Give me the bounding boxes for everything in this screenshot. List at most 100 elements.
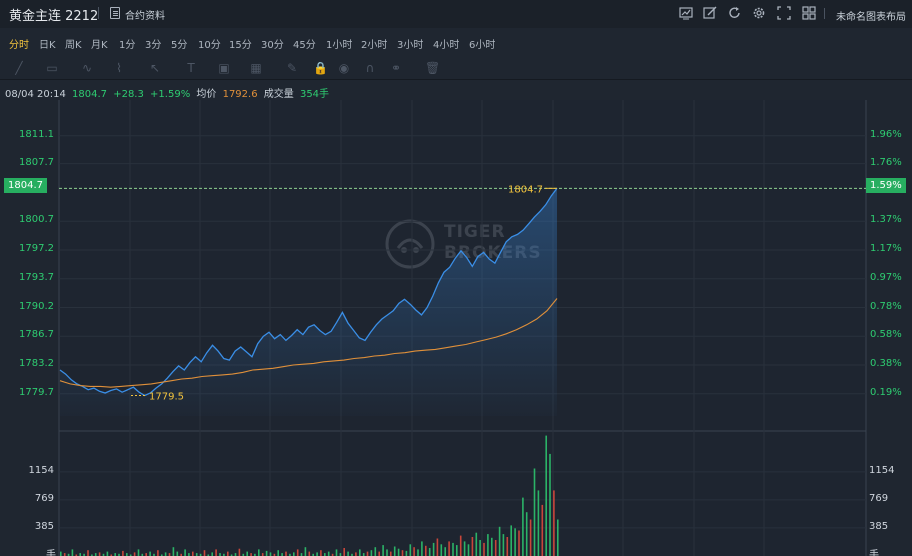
volume-bar: [281, 553, 283, 556]
volume-bar: [60, 551, 62, 556]
instrument-title: 黄金主连 2212: [9, 9, 99, 24]
volume-bar: [366, 551, 369, 556]
volume-bar: [180, 553, 182, 556]
volume-bar: [483, 542, 485, 556]
price-axis-label: 1797.2: [19, 242, 54, 254]
volume-bar: [471, 537, 474, 556]
volume-bar: [176, 551, 179, 556]
volume-axis-label: 385: [34, 520, 54, 532]
quote-price: 1804.7: [72, 89, 108, 100]
trash-icon[interactable]: 🗑: [425, 61, 441, 75]
volume-bar: [498, 526, 501, 556]
cursor-tool-icon[interactable]: ↖: [149, 61, 161, 75]
volume-bar: [285, 551, 287, 556]
volume-bar: [479, 540, 481, 556]
volume-bar: [525, 512, 528, 556]
rect-tool-icon[interactable]: ▭: [46, 61, 58, 75]
period-tab[interactable]: 3分: [145, 40, 162, 51]
volume-bar: [522, 497, 524, 556]
layout-name[interactable]: 未命名图表布局: [836, 12, 906, 23]
current-pct-tag-right: 1.59%: [866, 178, 906, 193]
pencil-icon[interactable]: [703, 6, 717, 20]
volume-bar: [91, 554, 93, 556]
volume-bar: [141, 553, 144, 556]
volume-bar: [63, 553, 66, 556]
volume-bar: [312, 553, 314, 556]
price-area-fill: [60, 188, 557, 416]
fullscreen-icon[interactable]: [777, 6, 791, 20]
period-tab[interactable]: 45分: [293, 40, 316, 51]
period-tab[interactable]: 日K: [39, 40, 56, 51]
volume-bar: [436, 538, 439, 556]
refresh-icon[interactable]: [728, 6, 742, 20]
volume-bar: [432, 542, 435, 556]
title-divider: [98, 7, 99, 19]
volume-bar: [199, 553, 202, 556]
period-tab[interactable]: 30分: [261, 40, 284, 51]
volume-bar: [75, 554, 78, 556]
magnet-icon[interactable]: ∩: [365, 61, 375, 75]
volume-bar: [463, 541, 466, 556]
wave-tool-icon[interactable]: ∿: [81, 61, 93, 75]
grid-icon[interactable]: [802, 6, 816, 20]
volume-bar: [401, 550, 404, 556]
volume-bar: [421, 541, 423, 556]
text-tool-icon[interactable]: T: [187, 61, 195, 75]
period-tab[interactable]: 1小时: [326, 40, 353, 51]
volume-bar: [87, 550, 89, 556]
period-tab[interactable]: 10分: [198, 40, 221, 51]
volume-label: 成交量: [263, 89, 294, 100]
period-tab[interactable]: 6小时: [469, 40, 496, 51]
volume-bar: [261, 553, 264, 556]
volume-bar: [327, 551, 330, 556]
volume-bar: [242, 553, 245, 556]
contract-info-link[interactable]: 合约资料: [125, 11, 165, 22]
high-price-label: 1804.7: [508, 184, 543, 195]
volume-bar: [316, 552, 318, 556]
volume-axis-label-right: 385: [869, 520, 889, 532]
volume-bar: [246, 551, 248, 556]
period-tab[interactable]: 3小时: [397, 40, 424, 51]
volume-bar: [207, 554, 210, 556]
period-tab[interactable]: 分时: [9, 40, 29, 51]
volume-bar: [269, 552, 272, 556]
brush-tool-icon[interactable]: ✎: [286, 61, 298, 75]
eye-icon[interactable]: ◉: [338, 61, 350, 75]
image-tool-icon[interactable]: ▣: [218, 61, 230, 75]
period-tab[interactable]: 4小时: [433, 40, 460, 51]
volume-bar: [153, 553, 155, 556]
period-tab[interactable]: 2小时: [361, 40, 388, 51]
lock-icon[interactable]: 🔒: [313, 61, 328, 75]
settings-icon[interactable]: [752, 6, 766, 20]
quote-change: +28.3: [113, 89, 144, 100]
pattern-tool-icon[interactable]: ⌇: [116, 61, 122, 75]
period-tab[interactable]: 月K: [91, 40, 108, 51]
line-tool-icon[interactable]: ╱: [15, 61, 23, 75]
link-icon[interactable]: ⚭: [390, 61, 402, 75]
volume-bar: [494, 540, 497, 556]
period-tab[interactable]: 周K: [65, 40, 82, 51]
volume-bar: [545, 435, 547, 556]
volume-bar: [339, 553, 342, 556]
low-price-label: 1779.5: [149, 391, 184, 402]
period-tab[interactable]: 15分: [229, 40, 252, 51]
volume-unit-label: 手: [869, 550, 879, 556]
volume-bar: [491, 537, 493, 556]
volume-bar: [518, 530, 520, 556]
volume-bar: [79, 553, 81, 556]
volume-bar: [161, 554, 163, 556]
volume-bar: [238, 548, 241, 556]
period-tab[interactable]: 1分: [119, 40, 136, 51]
volume-bar: [409, 544, 412, 556]
chart-icon[interactable]: [679, 6, 693, 20]
price-line: [59, 187, 558, 397]
volume-bar: [67, 553, 70, 556]
price-axis-label: 1807.7: [19, 156, 54, 168]
document-icon[interactable]: [110, 7, 120, 19]
volume-bar: [467, 544, 470, 556]
indicator-tool-icon[interactable]: ▦: [250, 61, 262, 75]
volume-bar: [102, 553, 105, 556]
price-axis-label: 1811.1: [19, 128, 54, 140]
period-tab[interactable]: 5分: [171, 40, 188, 51]
volume-bar: [122, 550, 124, 556]
